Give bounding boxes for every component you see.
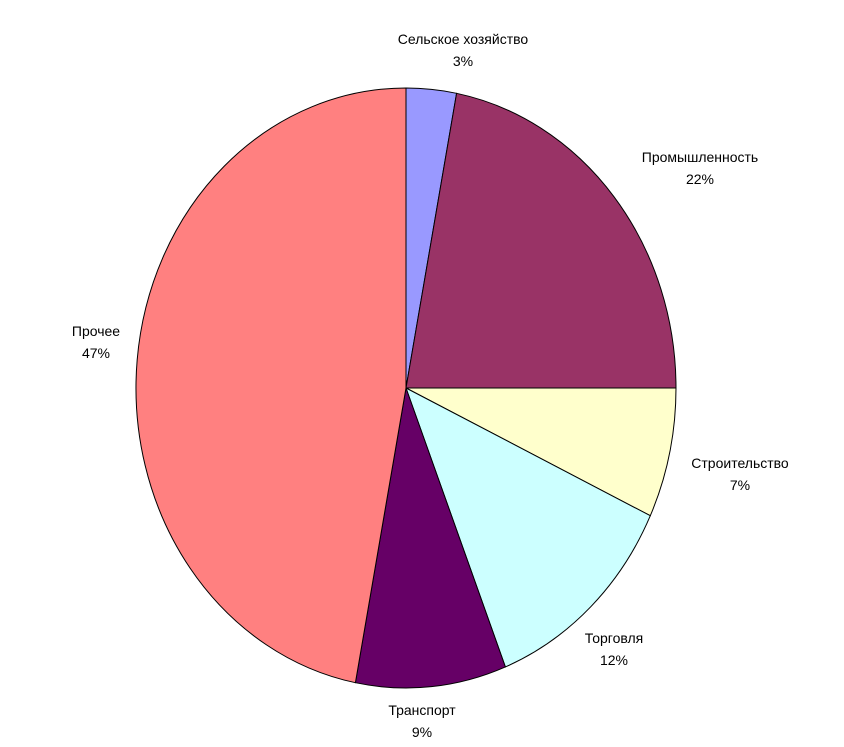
slice-category-label: Торговля	[585, 630, 643, 646]
slice-label-3: Строительство 7%	[691, 455, 789, 493]
slice-3	[405, 387, 677, 517]
slice-category-label: Транспорт	[388, 702, 456, 718]
slice-label-1: Сельское хозяйство 3%	[398, 31, 529, 69]
slice-6	[135, 87, 407, 684]
slice-label-6: Прочее 47%	[72, 323, 120, 361]
slice-label-4: Торговля 12%	[585, 630, 643, 668]
slice-percent-label: 3%	[453, 53, 473, 69]
pie-slices	[135, 87, 677, 689]
pie-labels: Сельское хозяйство 3% Промышленность 22% Стр…	[72, 31, 789, 740]
slice-percent-label: 12%	[600, 652, 628, 668]
slice-category-label: Сельское хозяйство	[398, 31, 529, 47]
slice-percent-label: 9%	[412, 724, 432, 740]
slice-label-5: Транспорт 9%	[388, 702, 456, 740]
slice-category-label: Прочее	[72, 323, 120, 339]
slice-5	[354, 386, 507, 689]
slice-percent-label: 47%	[82, 345, 110, 361]
slice-2	[405, 92, 677, 389]
slice-label-2: Промышленность 22%	[642, 149, 758, 187]
slice-category-label: Строительство	[691, 455, 789, 471]
slice-percent-label: 22%	[686, 171, 714, 187]
slice-percent-label: 7%	[730, 477, 750, 493]
slice-category-label: Промышленность	[642, 149, 758, 165]
slice-4	[405, 386, 651, 668]
